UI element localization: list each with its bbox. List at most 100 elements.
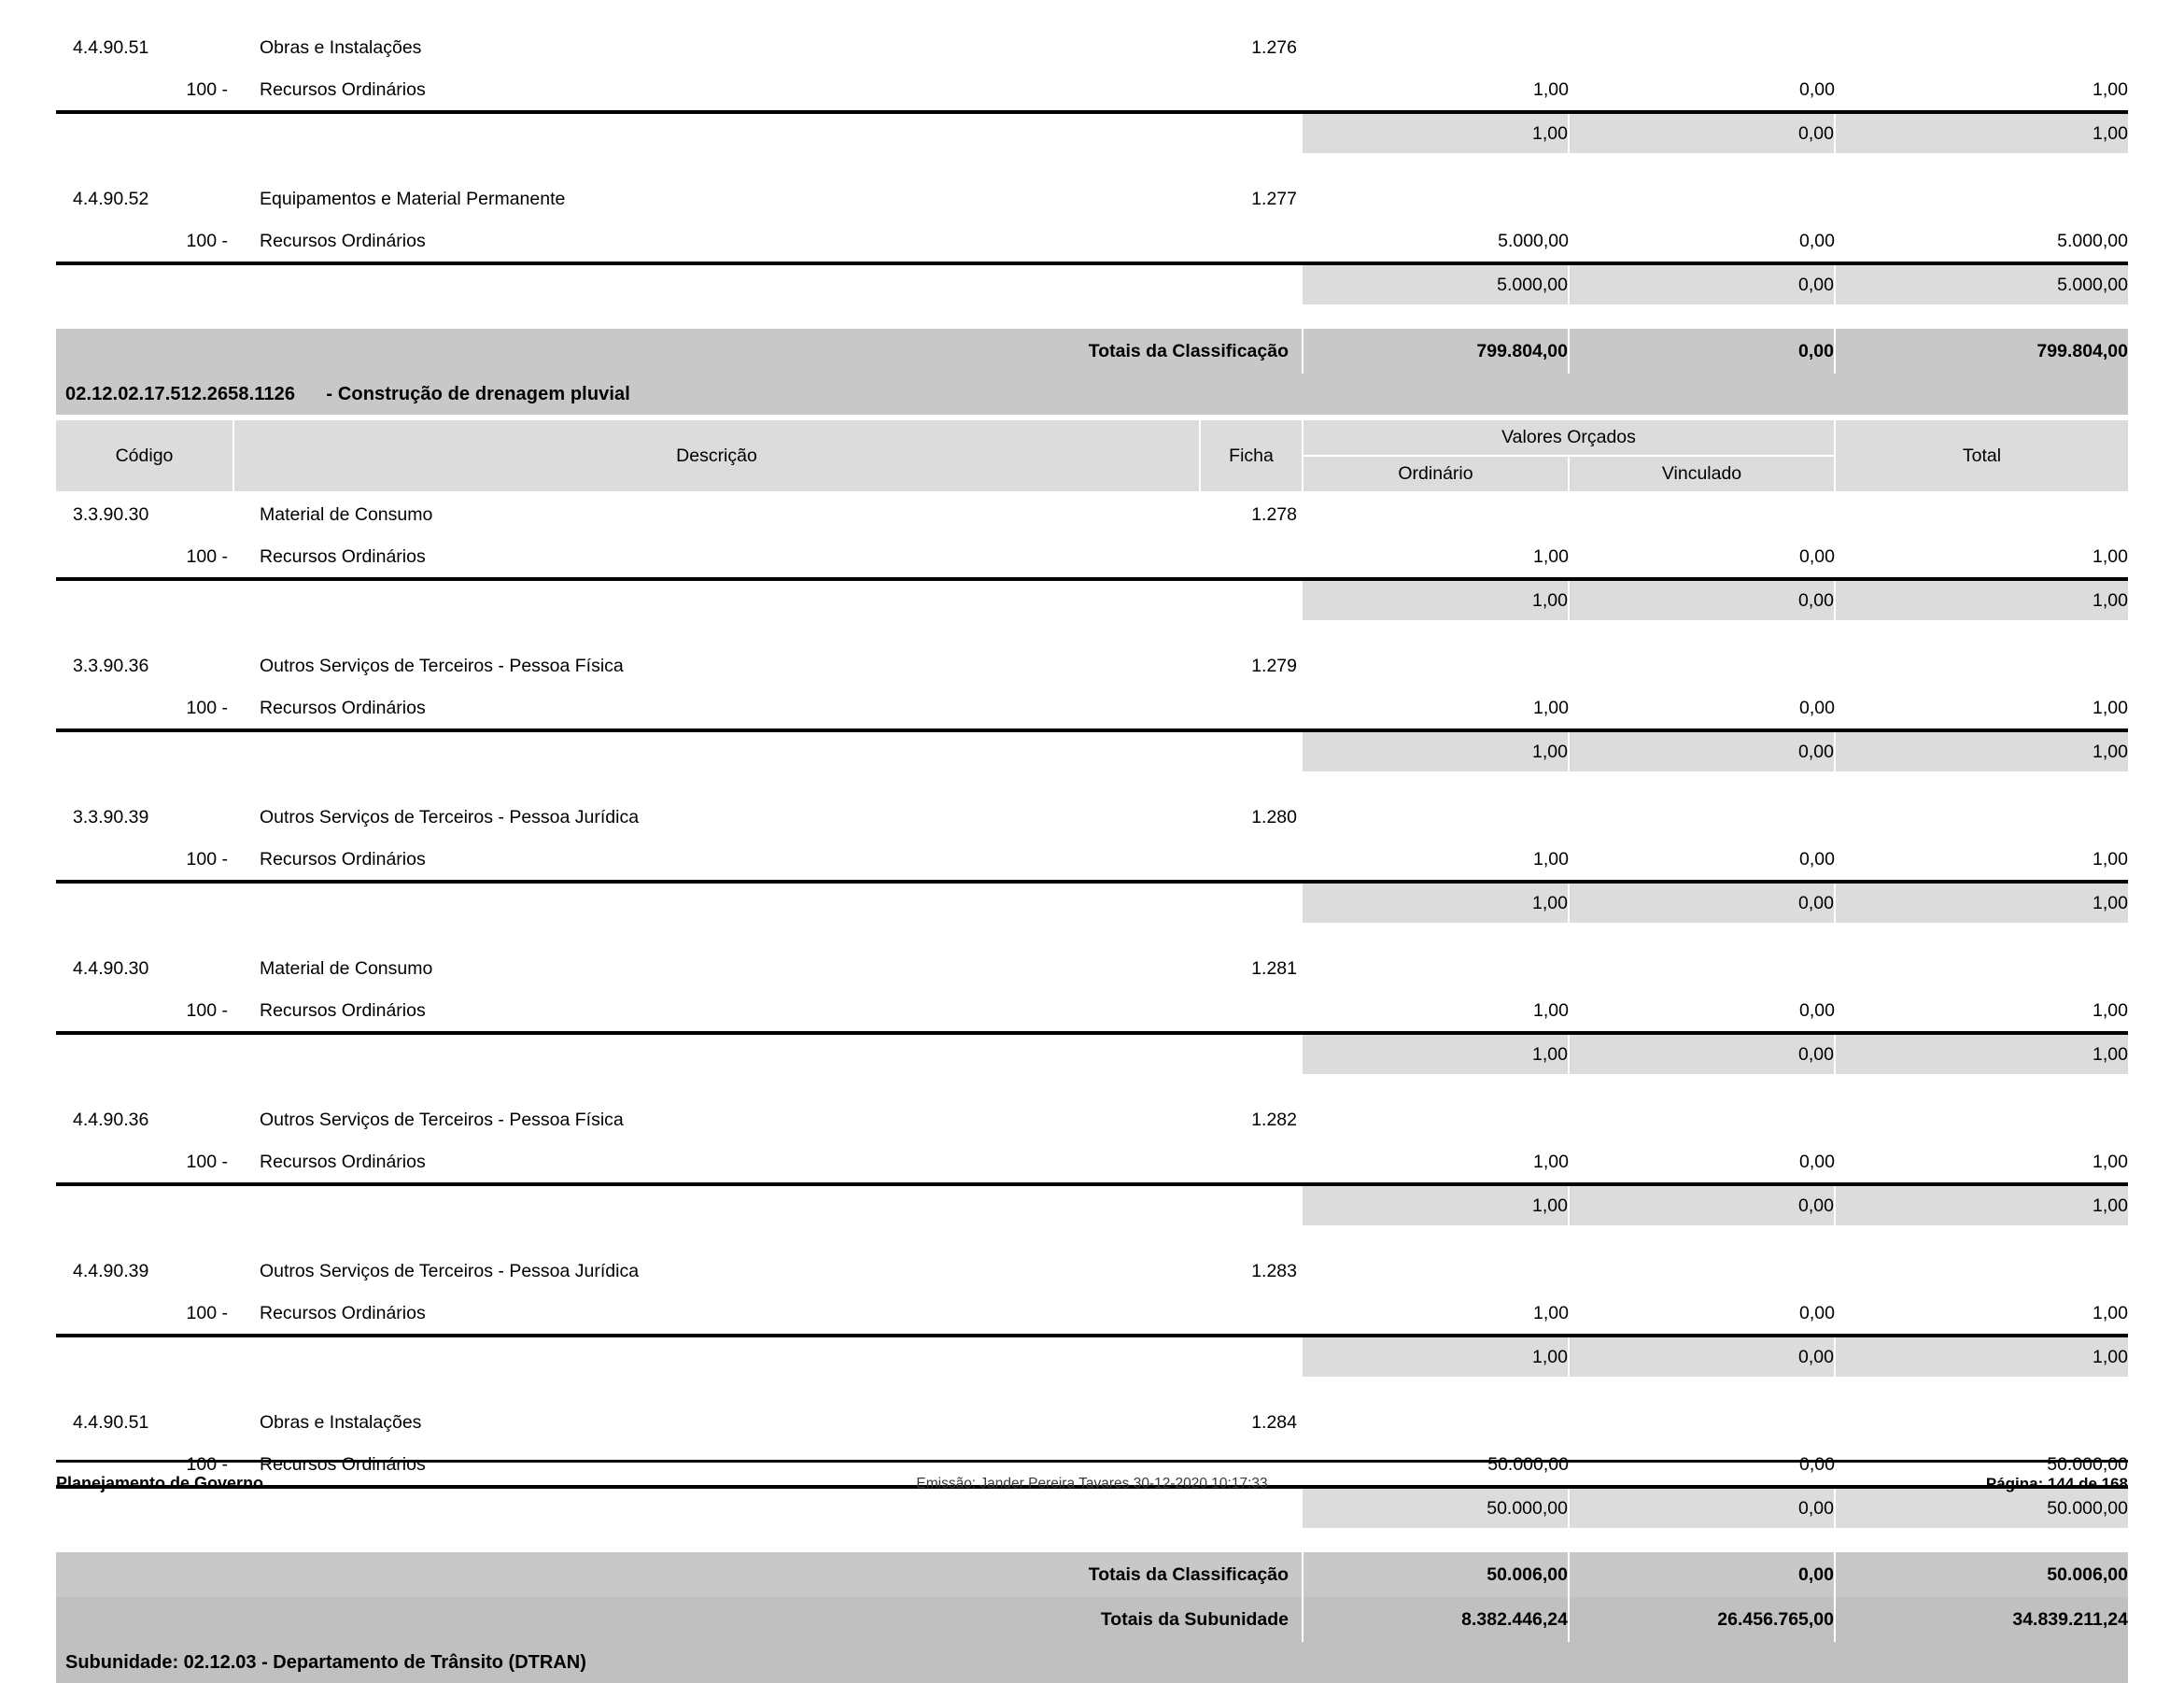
- source-total: 1,00: [2092, 999, 2128, 1021]
- classtotal-pad-code: [56, 329, 233, 374]
- item-vinculado-empty: [1569, 177, 1835, 220]
- item-description: Material de Consumo: [260, 957, 433, 979]
- subtotal-ordinario: 1,00: [1303, 1031, 1570, 1074]
- source-ordinario: 1,00: [1533, 1302, 1569, 1323]
- source-name: Recursos Ordinários: [260, 999, 426, 1021]
- subunittotal-vinculado: 26.456.765,00: [1569, 1597, 1836, 1642]
- source-ordinario: 1,00: [1533, 545, 1569, 567]
- subtotal-vinculado: 0,00: [1569, 262, 1836, 304]
- subtotal-pad-code: [56, 728, 233, 771]
- subtotal-ordinario: 50.000,00: [1303, 1485, 1570, 1528]
- funding-source-row: 100 - Recursos Ordinários 1,00 0,00 1,00: [56, 1293, 2128, 1336]
- group-gap: [56, 620, 2128, 644]
- item-total-empty: [1835, 493, 2128, 536]
- item-code: 4.4.90.39: [73, 1260, 149, 1281]
- expense-item-row: 3.3.90.39 Outros Serviços de Terceiros -…: [56, 796, 2128, 839]
- subunittotal-ordinario: 8.382.446,24: [1303, 1597, 1570, 1642]
- source-ficha-empty: [1200, 220, 1303, 263]
- item-vinculado-empty: [1569, 493, 1835, 536]
- group-subtotal-row: 1,00 0,00 1,00: [56, 1031, 2128, 1074]
- subtotal-total: 1,00: [1835, 1031, 2128, 1074]
- source-vinculado: 0,00: [1799, 78, 1835, 100]
- expense-item-row: 4.4.90.39 Outros Serviços de Terceiros -…: [56, 1250, 2128, 1293]
- source-code: 100 -: [186, 697, 228, 718]
- item-ficha: 1.278: [1251, 503, 1297, 525]
- funding-source-row: 100 - Recursos Ordinários 1,00 0,00 1,00: [56, 990, 2128, 1033]
- subtotal-pad-desc: [233, 1031, 1200, 1074]
- subtotal-total: 5.000,00: [1835, 262, 2128, 304]
- item-code: 4.4.90.30: [73, 957, 149, 979]
- subtotal-total: 1,00: [1835, 1334, 2128, 1377]
- item-ficha: 1.284: [1251, 1411, 1297, 1433]
- subtotal-total: 50.000,00: [1835, 1485, 2128, 1528]
- source-total: 1,00: [2092, 545, 2128, 567]
- source-name: Recursos Ordinários: [260, 545, 426, 567]
- subtotal-pad-desc: [233, 1485, 1200, 1528]
- source-total: 1,00: [2092, 1151, 2128, 1172]
- group-subtotal-row: 1,00 0,00 1,00: [56, 577, 2128, 620]
- program-code: 02.12.02.17.512.2658.1126: [65, 384, 296, 404]
- subtotal-vinculado: 0,00: [1569, 880, 1836, 923]
- source-name: Recursos Ordinários: [260, 78, 426, 100]
- header-vinculado: Vinculado: [1569, 456, 1837, 493]
- item-code: 3.3.90.36: [73, 655, 149, 676]
- item-total-empty: [1835, 644, 2128, 687]
- funding-source-row: 100 - Recursos Ordinários 1,00 0,00 1,00: [56, 536, 2128, 579]
- source-code: 100 -: [186, 78, 228, 100]
- source-code: 100 -: [186, 1453, 228, 1475]
- subtotal-ordinario: 1,00: [1303, 728, 1570, 771]
- expense-item-row: 4.4.90.51 Obras e Instalações 1.284: [56, 1401, 2128, 1444]
- item-description: Outros Serviços de Terceiros - Pessoa Ju…: [260, 1260, 640, 1281]
- subtotal-ordinario: 1,00: [1303, 110, 1570, 153]
- top-spacer: [56, 0, 2128, 26]
- subunittotal-pad-code: [56, 1597, 233, 1642]
- group-subtotal-row: 1,00 0,00 1,00: [56, 880, 2128, 923]
- item-code: 4.4.90.52: [73, 188, 149, 209]
- item-total-empty: [1835, 1250, 2128, 1293]
- footer-department: Planejamento de Governo: [56, 1474, 264, 1492]
- item-ordinario-empty: [1303, 1098, 1569, 1141]
- next-subunit-banner: Subunidade: 02.12.03 - Departamento de T…: [56, 1642, 2128, 1683]
- item-ficha: 1.283: [1251, 1260, 1297, 1281]
- source-ordinario: 1,00: [1533, 848, 1569, 870]
- source-code: 100 -: [186, 1302, 228, 1323]
- subtotal-vinculado: 0,00: [1569, 1182, 1836, 1225]
- source-ficha-empty: [1200, 69, 1303, 112]
- subtotal-pad-ficha: [1200, 1182, 1303, 1225]
- item-description: Equipamentos e Material Permanente: [260, 188, 566, 209]
- subtotal-ordinario: 1,00: [1303, 1182, 1570, 1225]
- item-description: Outros Serviços de Terceiros - Pessoa Fí…: [260, 1109, 624, 1130]
- expense-item-row: 4.4.90.36 Outros Serviços de Terceiros -…: [56, 1098, 2128, 1141]
- source-vinculado: 0,00: [1799, 1453, 1835, 1475]
- funding-source-row: 100 - Recursos Ordinários 1,00 0,00 1,00: [56, 69, 2128, 112]
- item-description: Obras e Instalações: [260, 1411, 422, 1433]
- item-total-empty: [1835, 1401, 2128, 1444]
- item-vinculado-empty: [1569, 1401, 1835, 1444]
- subtotal-pad-code: [56, 1334, 233, 1377]
- item-code: 4.4.90.51: [73, 1411, 149, 1433]
- source-total: 1,00: [2092, 848, 2128, 870]
- source-ordinario: 1,00: [1533, 1151, 1569, 1172]
- item-ordinario-empty: [1303, 26, 1569, 69]
- subtotal-vinculado: 0,00: [1569, 577, 1836, 620]
- item-code: 4.4.90.36: [73, 1109, 149, 1130]
- group-subtotal-row: 1,00 0,00 1,00: [56, 1334, 2128, 1377]
- program-title: - Construção de drenagem pluvial: [326, 384, 630, 404]
- subtotal-vinculado: 0,00: [1569, 1485, 1836, 1528]
- source-vinculado: 0,00: [1799, 1302, 1835, 1323]
- source-code: 100 -: [186, 1151, 228, 1172]
- source-name: Recursos Ordinários: [260, 848, 426, 870]
- expense-item-row: 3.3.90.36 Outros Serviços de Terceiros -…: [56, 644, 2128, 687]
- item-ficha: 1.280: [1251, 806, 1297, 827]
- group-gap: [56, 1528, 2128, 1552]
- item-vinculado-empty: [1569, 947, 1835, 990]
- source-ficha-empty: [1200, 839, 1303, 882]
- item-total-empty: [1835, 947, 2128, 990]
- header-ficha: Ficha: [1200, 420, 1303, 493]
- source-ordinario: 1,00: [1533, 999, 1569, 1021]
- item-ficha: 1.281: [1251, 957, 1297, 979]
- item-description: Outros Serviços de Terceiros - Pessoa Ju…: [260, 806, 640, 827]
- source-vinculado: 0,00: [1799, 848, 1835, 870]
- footer-emission-info: Emissão: Jander Pereira Tavares 30-12-20…: [916, 1475, 1268, 1492]
- item-ficha: 1.282: [1251, 1109, 1297, 1130]
